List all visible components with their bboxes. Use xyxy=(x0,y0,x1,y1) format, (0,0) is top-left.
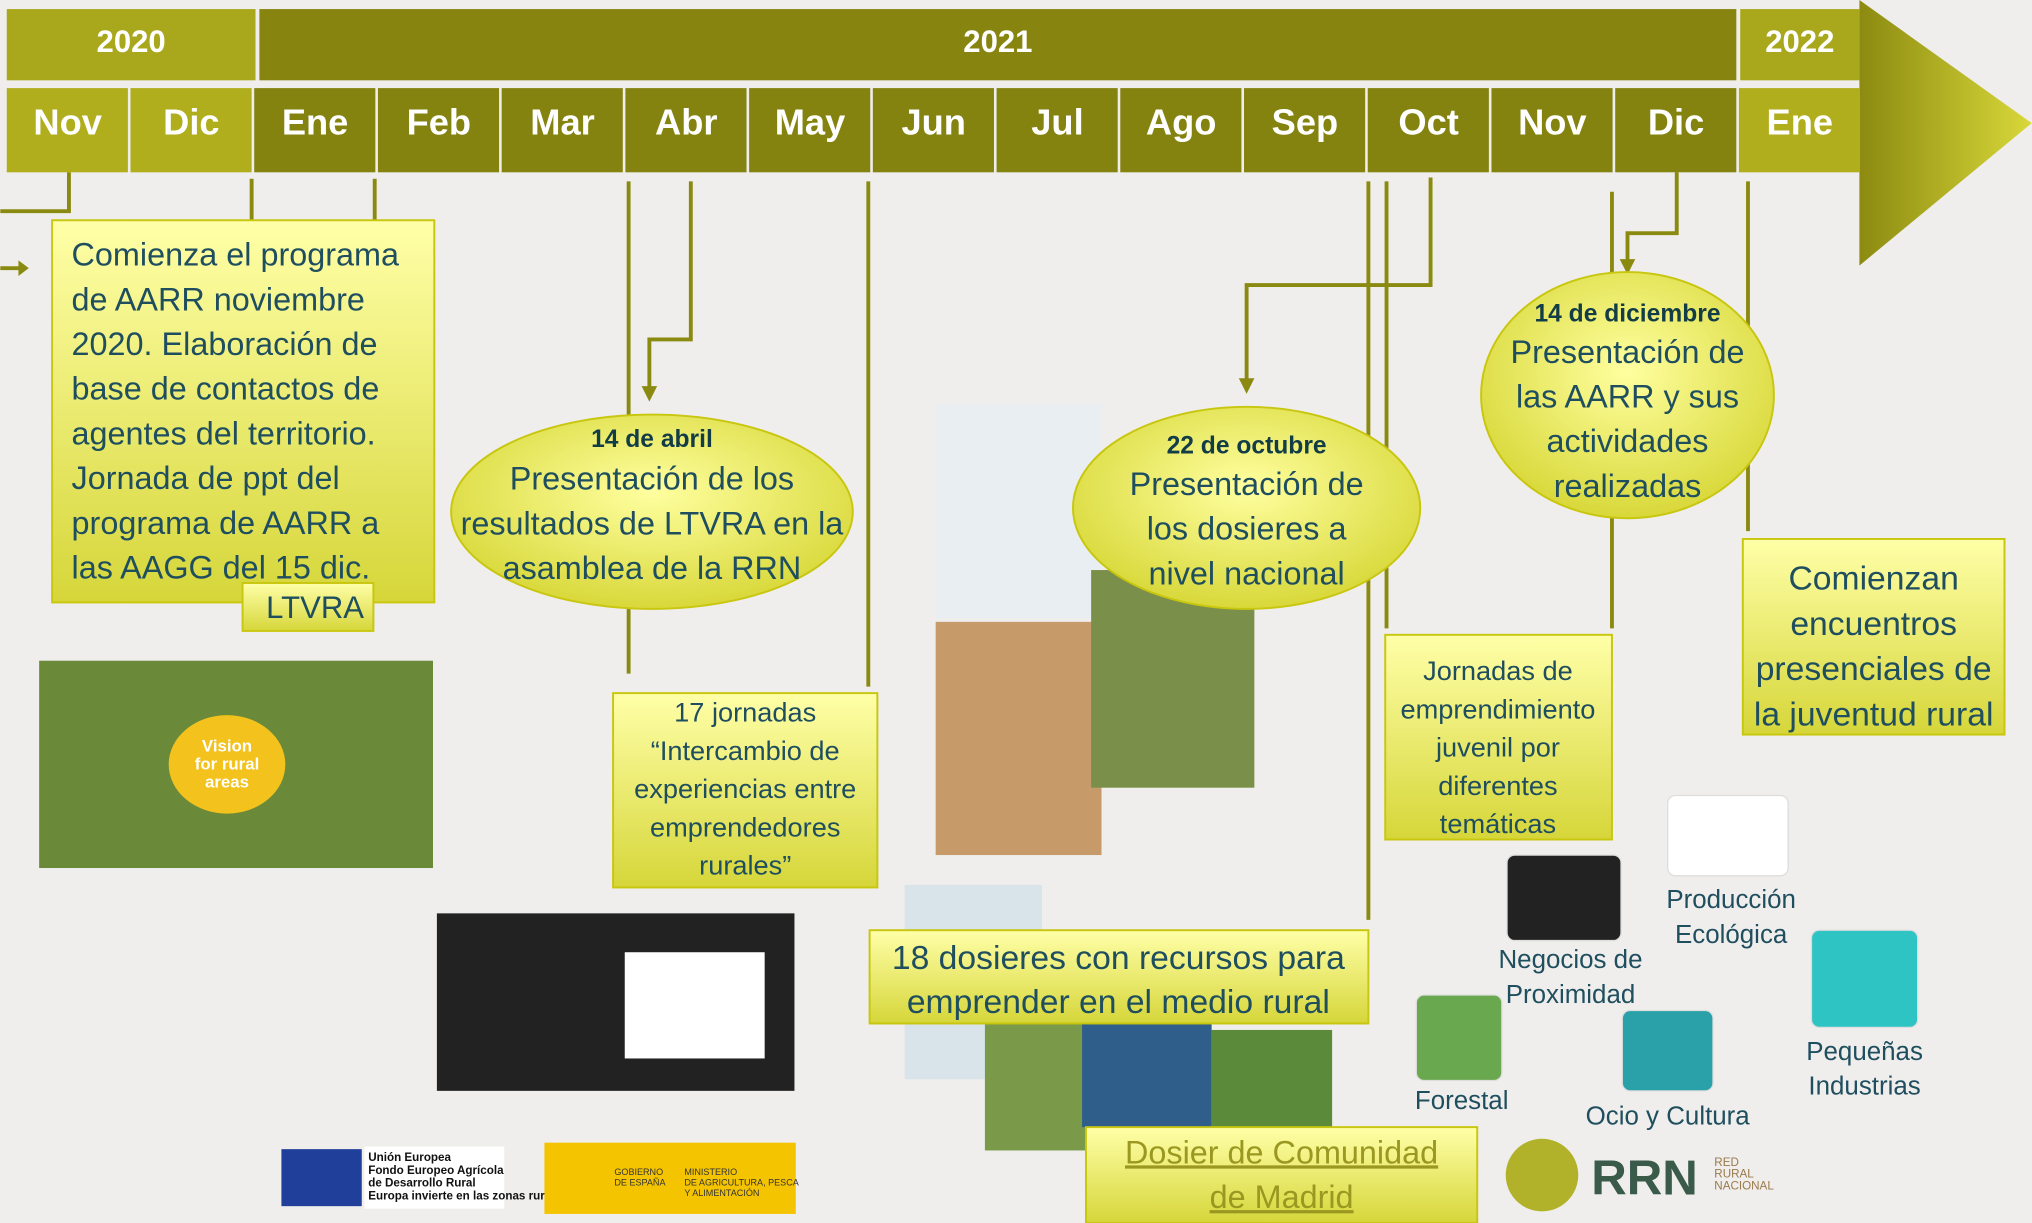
text-line: Pequeñas xyxy=(1806,1038,1923,1066)
text-line: las AARR y sus xyxy=(1516,378,1739,414)
text-line[interactable]: de Madrid xyxy=(1210,1179,1354,1215)
text-line: los dosieres a xyxy=(1147,511,1347,547)
text-line: rurales” xyxy=(699,849,791,880)
event-date: 14 de abril xyxy=(591,426,713,453)
text-line: MINISTERIO xyxy=(684,1167,737,1177)
text-line: 2020. Elaboración de xyxy=(72,326,378,362)
text-line: Forestal xyxy=(1415,1087,1509,1115)
photo xyxy=(936,622,1102,855)
text-line: agentes del territorio. xyxy=(72,415,376,451)
event-date: 14 de diciembre xyxy=(1534,300,1720,327)
year-label: 2021 xyxy=(963,24,1032,59)
text-line: Ocio y Cultura xyxy=(1586,1103,1751,1131)
month-label: Oct xyxy=(1398,102,1458,143)
text-line: Producción xyxy=(1666,886,1796,914)
text-line: Fondo Europeo Agrícola xyxy=(368,1164,504,1177)
text-line: encuentros xyxy=(1790,606,1957,643)
text-line: Unión Europea xyxy=(368,1151,451,1164)
month-label: Abr xyxy=(655,102,717,143)
month-label: Nov xyxy=(33,102,102,143)
text-line: Vision xyxy=(202,736,252,755)
event-date: 22 de octubre xyxy=(1167,432,1327,459)
text-line: “Intercambio de xyxy=(651,735,840,766)
text-line: Presentación de xyxy=(1130,466,1364,502)
icon xyxy=(1416,995,1502,1081)
month-label: May xyxy=(775,102,846,143)
month-label: Ene xyxy=(282,102,349,143)
text-line: Negocios de xyxy=(1498,946,1642,974)
year-label: 2020 xyxy=(97,24,166,59)
text-line: emprendimiento xyxy=(1400,693,1595,724)
timeline: 2020 2021 2022 Nov Dic Ene Feb Mar Abr May Jun Jul A… xyxy=(0,0,2032,1223)
icon xyxy=(1507,855,1621,941)
text-line: experiencias entre xyxy=(634,773,856,804)
text-line: Jornadas de xyxy=(1423,655,1573,686)
text-line[interactable]: Dosier de Comunidad xyxy=(1125,1134,1438,1170)
screen xyxy=(625,952,765,1058)
tag-label: LTVRA xyxy=(266,590,364,625)
month-label: Ago xyxy=(1146,102,1217,143)
text-line: de Desarrollo Rural xyxy=(368,1177,475,1190)
timeline-arrow xyxy=(1859,0,2031,266)
text-line: asamblea de la RRN xyxy=(503,550,802,586)
text-line: NACIONAL xyxy=(1714,1179,1774,1192)
text-line: Proximidad xyxy=(1506,981,1636,1009)
text-line: realizadas xyxy=(1554,468,1702,504)
text-line: Ecológica xyxy=(1675,921,1788,949)
icon xyxy=(1668,795,1788,875)
text-line: 18 dosieres con recursos para xyxy=(892,940,1345,977)
text-line: Comienzan xyxy=(1788,560,1958,597)
month-label: Jun xyxy=(901,102,965,143)
eu-flag xyxy=(281,1149,361,1206)
month-label: Ene xyxy=(1767,102,1834,143)
text-line: actividades xyxy=(1547,423,1709,459)
text-line: la juventud rural xyxy=(1754,697,1994,734)
text-line: juvenil por xyxy=(1435,732,1560,763)
icon xyxy=(1811,930,1917,1027)
text-line: Y ALIMENTACIÓN xyxy=(684,1188,759,1198)
text-line: programa de AARR a xyxy=(72,505,380,541)
text-line: emprendedores xyxy=(650,811,840,842)
text-line: DE ESPAÑA xyxy=(614,1177,666,1187)
month-label: Sep xyxy=(1272,102,1339,143)
text-line: for rural xyxy=(195,755,260,774)
text-line: diferentes xyxy=(1438,770,1557,801)
text-box xyxy=(52,220,434,602)
text-line: DE AGRICULTURA, PESCA xyxy=(684,1177,799,1187)
month-label: Mar xyxy=(530,102,595,143)
text-line: base de contactos de xyxy=(72,371,380,407)
text-line: resultados de LTVRA en la xyxy=(461,505,844,541)
text-line: presenciales de xyxy=(1756,651,1992,688)
month-label: Dic xyxy=(1648,102,1704,143)
rrn-mark xyxy=(1506,1139,1579,1212)
text-line: emprender en el medio rural xyxy=(907,984,1330,1021)
text-line: las AAGG del 15 dic. xyxy=(72,549,371,585)
text-line: Europa invierte en las zonas rurales xyxy=(368,1190,567,1203)
rrn-logo: RRN xyxy=(1591,1150,1698,1205)
text-line: Industrias xyxy=(1808,1073,1920,1101)
month-label: Jul xyxy=(1031,102,1083,143)
icon xyxy=(1622,1011,1713,1091)
text-line: GOBIERNO xyxy=(614,1167,663,1177)
text-line: areas xyxy=(205,773,249,792)
text-line: de AARR noviembre xyxy=(72,281,365,317)
photo xyxy=(985,1023,1089,1150)
text-line: Comienza el programa xyxy=(72,237,400,273)
text-line: Jornada de ppt del xyxy=(72,460,340,496)
month-label: Feb xyxy=(407,102,471,143)
month-label: Dic xyxy=(163,102,219,143)
text-line: temáticas xyxy=(1440,808,1556,839)
text-line: 17 jornadas xyxy=(674,697,816,728)
photo xyxy=(1082,1023,1212,1127)
page: 2020 2021 2022 Nov Dic Ene Feb Mar Abr May Jun Jul A… xyxy=(0,0,2032,1223)
photo xyxy=(1212,1030,1332,1127)
text-line: Presentación de los xyxy=(510,461,794,497)
month-label: Nov xyxy=(1518,102,1587,143)
year-label: 2022 xyxy=(1765,24,1834,59)
text-line: nivel nacional xyxy=(1149,555,1345,591)
text-line: Presentación de xyxy=(1511,334,1745,370)
